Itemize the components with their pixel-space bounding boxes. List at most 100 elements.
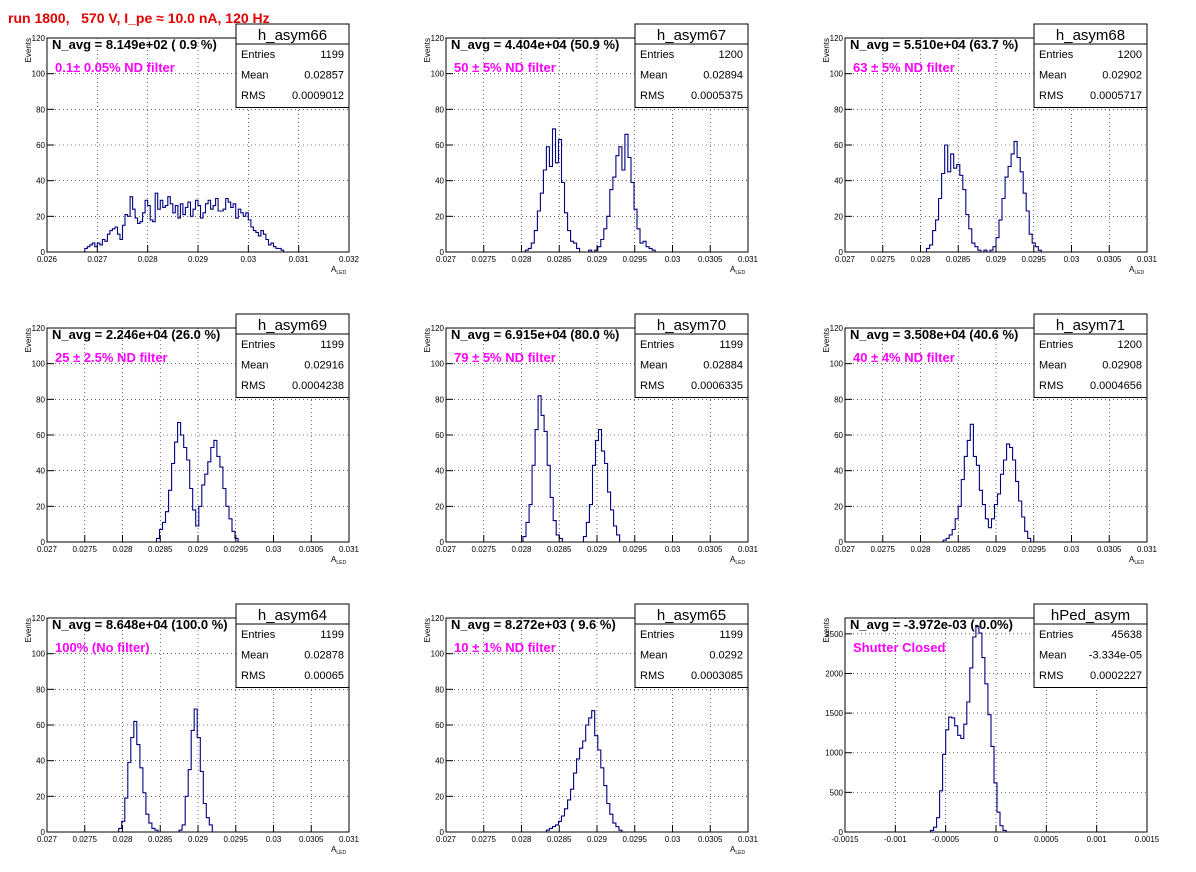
panel-h_asym66: 0 20 40 60 80 100 120 0.026 0.027 0.028 0.029 0.03 0… bbox=[24, 23, 360, 276]
y-tick-label: 0 bbox=[41, 248, 46, 257]
stats-title: h_asym64 bbox=[258, 607, 327, 624]
y-tick-label: 0 bbox=[440, 248, 445, 257]
stats-value: 0.00065 bbox=[304, 670, 344, 682]
y-axis-title: Events bbox=[24, 618, 33, 642]
x-tick-label: 0.03 bbox=[1064, 255, 1080, 264]
x-tick-label: 0.028 bbox=[138, 255, 159, 264]
x-axis-title: ALED bbox=[730, 845, 745, 856]
filter-note: 10 ± 1% ND filter bbox=[454, 640, 556, 655]
x-tick-label: 0.0305 bbox=[299, 545, 324, 554]
stats-title: h_asym66 bbox=[258, 27, 327, 44]
stats-value: 0.0002227 bbox=[1090, 670, 1142, 682]
stats-value: 0.0004656 bbox=[1090, 380, 1142, 392]
navg-label: N_avg = 8.149e+02 ( 0.9 %) bbox=[52, 37, 217, 52]
stats-box bbox=[235, 333, 350, 398]
panel-h_asym64: 0 20 40 60 80 100 120 0.027 0.0275 0.028 0.0285 0.0… bbox=[24, 603, 360, 856]
x-tick-label: 0.031 bbox=[1137, 545, 1158, 554]
x-tick-label: 0.0295 bbox=[623, 835, 648, 844]
x-axis-title: ALED bbox=[730, 265, 745, 276]
x-tick-label: 0.028 bbox=[112, 545, 133, 554]
stats-value: 0.0006335 bbox=[691, 380, 743, 392]
x-tick-label: 0.0285 bbox=[547, 545, 572, 554]
x-tick-label: 0.027 bbox=[436, 255, 457, 264]
x-tick-label: 0.0305 bbox=[1097, 255, 1122, 264]
x-tick-label: 0 bbox=[994, 835, 999, 844]
stats-title: h_asym68 bbox=[1056, 27, 1125, 44]
x-tick-label: 0.03 bbox=[266, 545, 282, 554]
x-axis-title: ALED bbox=[331, 845, 346, 856]
y-tick-label: 2000 bbox=[825, 669, 843, 678]
histogram-h_asym65 bbox=[545, 710, 623, 832]
x-tick-label: 0.029 bbox=[188, 835, 209, 844]
histogram-h_asym69 bbox=[155, 421, 239, 542]
x-tick-label: 0.0015 bbox=[1135, 835, 1160, 844]
y-tick-label: 1000 bbox=[825, 749, 843, 758]
filter-note: Shutter Closed bbox=[853, 640, 946, 655]
stats-value: 1199 bbox=[320, 629, 344, 641]
y-tick-label: 120 bbox=[830, 34, 844, 43]
x-tick-label: 0.031 bbox=[339, 545, 360, 554]
y-tick-label: 120 bbox=[32, 34, 46, 43]
x-tick-label: 0.0275 bbox=[871, 545, 896, 554]
x-tick-label: 0.0305 bbox=[698, 835, 723, 844]
x-axis-title: ALED bbox=[730, 555, 745, 566]
x-tick-label: 0.026 bbox=[37, 255, 58, 264]
x-tick-label: 0.03 bbox=[665, 835, 681, 844]
y-tick-label: 60 bbox=[435, 721, 444, 730]
y-tick-label: 100 bbox=[830, 70, 844, 79]
y-tick-label: 100 bbox=[32, 70, 46, 79]
histogram-h_asym70 bbox=[522, 395, 621, 543]
stats-key: Entries bbox=[241, 49, 276, 61]
y-tick-label: 100 bbox=[32, 650, 46, 659]
stats-value: 0.0292 bbox=[709, 650, 743, 662]
page-title: run 1800, 570 V, I_pe ≈ 10.0 nA, 120 Hz bbox=[8, 10, 270, 26]
x-tick-label: 0.0295 bbox=[623, 255, 648, 264]
x-tick-label: 0.029 bbox=[188, 545, 209, 554]
x-tick-label: 0.029 bbox=[587, 255, 608, 264]
x-tick-label: -0.0015 bbox=[831, 835, 859, 844]
y-tick-label: 0 bbox=[839, 828, 844, 837]
y-tick-label: 80 bbox=[834, 105, 843, 114]
y-tick-label: 0 bbox=[440, 828, 445, 837]
stats-key: Entries bbox=[241, 339, 276, 351]
x-axis-title: ALED bbox=[1129, 265, 1144, 276]
x-tick-label: 0.0295 bbox=[1022, 545, 1047, 554]
y-axis-title: Events bbox=[423, 618, 432, 642]
y-tick-label: 40 bbox=[435, 177, 444, 186]
y-tick-label: 2500 bbox=[825, 630, 843, 639]
x-tick-label: 0.027 bbox=[87, 255, 108, 264]
y-tick-label: 40 bbox=[834, 467, 843, 476]
stats-key: RMS bbox=[1039, 380, 1063, 392]
y-tick-label: 80 bbox=[834, 395, 843, 404]
x-tick-label: 0.031 bbox=[289, 255, 310, 264]
stats-key: Entries bbox=[640, 629, 675, 641]
stats-box bbox=[235, 43, 350, 108]
histogram-h_asym66 bbox=[84, 192, 285, 252]
x-tick-label: 0.0305 bbox=[698, 545, 723, 554]
x-tick-label: 0.0295 bbox=[623, 545, 648, 554]
stats-title: h_asym70 bbox=[657, 317, 726, 334]
y-tick-label: 40 bbox=[36, 177, 45, 186]
y-tick-label: 20 bbox=[36, 212, 45, 221]
x-tick-label: 0.027 bbox=[436, 545, 457, 554]
panel-h_asym69: 0 20 40 60 80 100 120 0.027 0.0275 0.028 0.0285 0.0… bbox=[24, 313, 360, 566]
x-tick-label: 0.031 bbox=[738, 255, 759, 264]
x-tick-label: 0.031 bbox=[738, 835, 759, 844]
x-tick-label: 0.0275 bbox=[871, 255, 896, 264]
x-tick-label: 0.029 bbox=[188, 255, 209, 264]
histogram-h_asym67 bbox=[524, 128, 656, 253]
stats-value: 0.02878 bbox=[304, 650, 344, 662]
stats-key: Mean bbox=[640, 70, 668, 82]
y-tick-label: 100 bbox=[431, 650, 445, 659]
x-tick-label: 0.027 bbox=[835, 255, 856, 264]
y-tick-label: 40 bbox=[435, 467, 444, 476]
y-tick-label: 60 bbox=[435, 141, 444, 150]
stats-value: -3.334e-05 bbox=[1089, 650, 1142, 662]
stats-value: 1199 bbox=[320, 49, 344, 61]
stats-key: RMS bbox=[640, 380, 664, 392]
x-tick-label: 0.0275 bbox=[472, 545, 497, 554]
x-tick-label: 0.0305 bbox=[299, 835, 324, 844]
y-tick-label: 60 bbox=[36, 431, 45, 440]
y-tick-label: 80 bbox=[36, 105, 45, 114]
x-tick-label: 0.0275 bbox=[73, 835, 98, 844]
